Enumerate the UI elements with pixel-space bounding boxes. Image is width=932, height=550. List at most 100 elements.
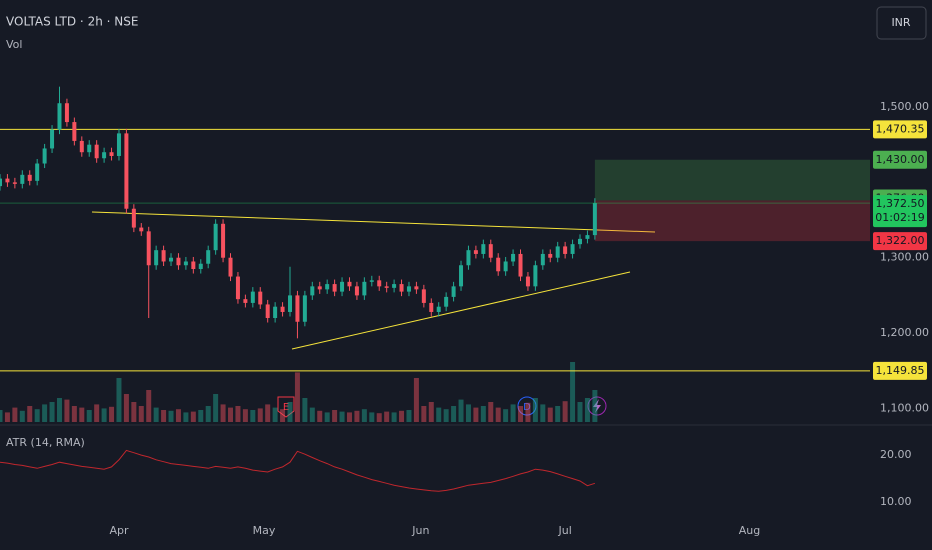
candle-body — [191, 261, 196, 270]
volume-bar — [428, 402, 434, 422]
candle-body — [310, 286, 315, 296]
candle-body — [302, 295, 307, 322]
candle-body — [221, 223, 226, 258]
target-tag: 1,430.00 — [876, 153, 925, 166]
volume-bar — [354, 410, 360, 422]
volume-bar — [220, 404, 226, 422]
volume-bar — [86, 410, 92, 422]
volume-bar — [332, 410, 338, 422]
volume-bar — [503, 409, 509, 422]
candle-body — [392, 284, 397, 288]
candle-body — [273, 306, 278, 318]
price-tag-bg — [873, 361, 927, 380]
volume-bar — [361, 409, 367, 422]
x-tick-label: Apr — [109, 524, 129, 537]
candle-body — [459, 265, 464, 287]
x-tick-label: Jul — [557, 524, 571, 537]
volume-bar — [175, 409, 181, 422]
candle-body — [42, 148, 47, 164]
candle-body — [340, 281, 345, 292]
volume-label: Vol — [6, 38, 22, 51]
last-price-tag: 1,372.50 — [876, 197, 925, 210]
x-tick-label: May — [253, 524, 276, 537]
volume-bar — [116, 378, 122, 422]
volume-bar — [518, 406, 524, 422]
candle-body — [436, 306, 441, 312]
candle-body — [451, 286, 456, 297]
candle-body — [139, 227, 144, 232]
currency-label[interactable]: INR — [891, 16, 910, 29]
candle-body — [87, 144, 92, 153]
candle-body — [421, 289, 426, 303]
candle-body — [169, 257, 174, 262]
candle-body — [563, 246, 568, 254]
stop-tag-bg — [873, 232, 927, 251]
candle-body — [64, 103, 69, 123]
volume-bar — [592, 390, 598, 422]
lightning-icon — [593, 399, 601, 413]
candle-body — [295, 295, 300, 322]
volume-bar — [324, 412, 330, 422]
candle-body — [332, 284, 337, 292]
volume-bar — [109, 406, 115, 422]
candle-body — [347, 281, 352, 287]
candle-body — [488, 244, 493, 258]
volume-bar — [287, 402, 293, 422]
volume-bar — [123, 394, 129, 422]
candle-body — [325, 284, 330, 290]
indicator-line — [0, 449, 596, 492]
indicator-title: ATR (14, RMA) — [6, 436, 85, 449]
candle-body — [72, 122, 77, 141]
volume-bar — [294, 372, 300, 422]
volume-bar — [555, 406, 561, 422]
volume-bar — [49, 402, 55, 422]
candle-body — [317, 286, 322, 290]
volume-bar — [399, 410, 405, 422]
volume-bar — [235, 406, 241, 422]
volume-bar — [384, 411, 390, 422]
x-tick-label: Jun — [411, 524, 429, 537]
currency-button[interactable] — [876, 6, 927, 40]
volume-bar — [413, 378, 419, 422]
x-tick-label: Aug — [739, 524, 760, 537]
candle-body — [570, 244, 575, 254]
candle-body — [154, 250, 159, 266]
volume-bar — [161, 410, 167, 422]
volume-bar — [257, 408, 263, 422]
volume-bar — [525, 402, 531, 422]
price-tag-bg — [873, 120, 927, 139]
volume-bar — [168, 410, 174, 422]
candle-body — [481, 244, 486, 254]
volume-bar — [71, 406, 77, 422]
volume-bar — [242, 409, 248, 422]
countdown: 01:02:19 — [875, 211, 924, 224]
candle-body — [79, 140, 84, 153]
price-tag: 1,470.35 — [876, 122, 925, 135]
volume-bar — [532, 398, 538, 422]
event-label: D — [523, 402, 531, 413]
candle-body — [414, 286, 419, 290]
candle-body — [102, 152, 107, 159]
candle-body — [57, 103, 62, 130]
candle-body — [533, 265, 538, 287]
volume-bar — [488, 402, 494, 422]
candle-body — [35, 163, 40, 181]
candle-body — [235, 276, 240, 300]
candle-body — [399, 284, 404, 292]
y-tick-label: 1,300.00 — [880, 251, 929, 264]
volume-bar — [540, 404, 546, 422]
volume-bar — [570, 362, 576, 422]
volume-bar — [465, 404, 471, 422]
volume-bar — [495, 407, 501, 422]
trendline — [91, 211, 656, 233]
candle-body — [258, 291, 263, 305]
candle-body — [518, 253, 523, 277]
event-icon — [517, 396, 537, 416]
y-tick-label: 1,200.00 — [880, 326, 929, 339]
volume-bar — [34, 409, 40, 422]
candle-body — [377, 280, 382, 287]
y-tick-label: 1,100.00 — [880, 401, 929, 414]
volume-bar — [4, 412, 10, 422]
candle-body — [578, 238, 582, 245]
